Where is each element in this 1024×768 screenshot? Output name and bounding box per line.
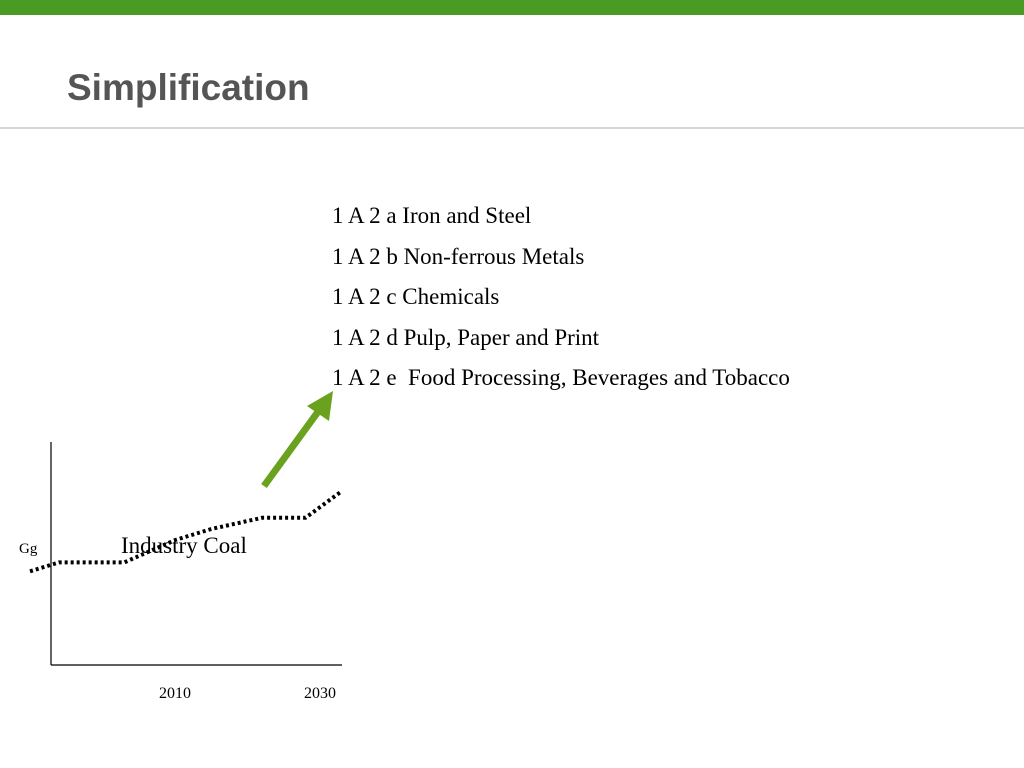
industry-coal-series-line [29, 489, 343, 574]
chart-annotation: Industry Coal [121, 533, 247, 558]
category-item: 1 A 2 d Pulp, Paper and Print [332, 324, 600, 350]
category-item: 1 A 2 e Food Processing, Beverages and T… [332, 365, 790, 390]
category-item: 1 A 2 b Non-ferrous Metals [332, 243, 585, 269]
x-tick-label: 2030 [304, 685, 336, 702]
x-tick-label: 2010 [159, 685, 191, 702]
category-list: 1 A 2 a Iron and Steel 1 A 2 b Non-ferro… [332, 200, 790, 403]
slide-title: Simplification [67, 67, 310, 108]
category-item: 1 A 2 a Iron and Steel [332, 203, 532, 228]
industry-coal-chart: Gg Industry Coal 2010 2030 [19, 442, 343, 702]
top-accent-bar [0, 0, 1024, 15]
pointer-arrow-icon [261, 391, 333, 489]
y-axis-label: Gg [19, 541, 38, 557]
title-divider [0, 127, 1024, 129]
category-item: 1 A 2 c Chemicals [332, 284, 500, 309]
